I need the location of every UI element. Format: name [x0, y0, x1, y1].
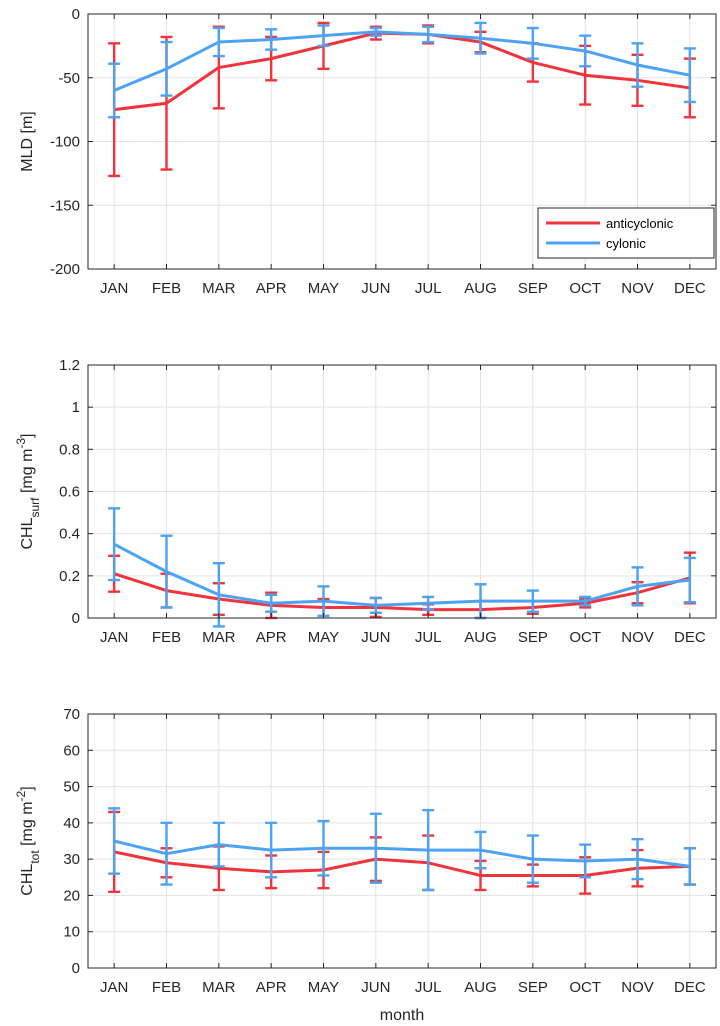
y-tick-label: 20: [63, 887, 80, 904]
x-tick-label: NOV: [621, 280, 654, 297]
y-tick-label: 70: [63, 706, 80, 723]
x-tick-label: JUL: [415, 979, 442, 996]
y-tick-label: 30: [63, 851, 80, 868]
y-tick-label: 0: [72, 6, 80, 23]
x-tick-label: MAY: [308, 280, 339, 297]
series-cylonic: [108, 21, 696, 119]
y-tick-label: -50: [58, 70, 80, 87]
x-tick-label: OCT: [569, 629, 601, 646]
x-tick-label: JUN: [361, 979, 390, 996]
x-tick-label: JUN: [361, 280, 390, 297]
series-cylonic: [108, 807, 696, 892]
x-tick-label: SEP: [518, 629, 548, 646]
y-tick-label: 1: [72, 399, 80, 416]
y-tick-label: 0.2: [59, 568, 80, 585]
x-tick-label: SEP: [518, 979, 548, 996]
series-line: [113, 839, 691, 868]
legend-entry: anticyclonic: [546, 216, 674, 231]
series-line: [113, 30, 691, 92]
y-tick-label: -200: [50, 261, 80, 278]
y-tick-label: 0.8: [59, 441, 80, 458]
x-tick-label: DEC: [674, 629, 706, 646]
y-tick-label: 0.6: [59, 484, 80, 501]
x-tick-label: JUL: [415, 629, 442, 646]
x-tick-label: AUG: [464, 280, 497, 297]
panel-1: JAN FEB MAR APR MAY JUN JUL AUG SEP OCT NOV DEC 0 -50…: [19, 6, 717, 297]
x-tick-label: MAY: [308, 629, 339, 646]
x-tick-label: FEB: [152, 280, 181, 297]
plot-area: [88, 714, 716, 968]
x-tick-label: MAY: [308, 979, 339, 996]
panel-3: JAN FEB MAR APR MAY JUN JUL AUG SEP OCT NOV DEC 0 10 2…: [14, 706, 717, 1024]
x-tick-label: FEB: [152, 629, 181, 646]
x-tick-label: APR: [256, 280, 287, 297]
x-tick-label: AUG: [464, 629, 497, 646]
series-line: [113, 850, 690, 877]
x-tick-label: DEC: [674, 979, 706, 996]
x-axis-label: month: [380, 1007, 424, 1024]
legend-entry: cylonic: [546, 236, 646, 251]
y-tick-label: -150: [50, 197, 80, 214]
x-tick-label: MAR: [202, 979, 236, 996]
panel-2: JAN FEB MAR APR MAY JUN JUL AUG SEP OCT NOV DEC 0 0.2…: [14, 357, 717, 646]
series-cylonic: [108, 507, 696, 628]
legend-label: anticyclonic: [606, 216, 674, 231]
legend: anticyclonic cylonic: [537, 207, 715, 259]
series-line: [113, 572, 691, 612]
y-tick-label: 0.4: [59, 526, 80, 543]
y-tick-label: 10: [63, 924, 80, 941]
y-tick-label: 0: [72, 960, 80, 977]
x-tick-label: NOV: [621, 979, 654, 996]
y-axis-label: CHLtot [mg m-2]: [14, 786, 42, 895]
x-tick-label: FEB: [152, 979, 181, 996]
x-tick-label: JAN: [100, 979, 128, 996]
x-tick-label: JAN: [100, 629, 128, 646]
x-tick-label: OCT: [569, 979, 601, 996]
x-tick-label: MAR: [202, 629, 236, 646]
x-tick-label: JAN: [100, 280, 128, 297]
x-tick-label: SEP: [518, 280, 548, 297]
y-axis-label: MLD [m]: [19, 111, 36, 171]
x-tick-label: APR: [256, 629, 287, 646]
x-tick-label: APR: [256, 979, 287, 996]
x-tick-label: NOV: [621, 629, 654, 646]
x-tick-label: JUL: [415, 280, 442, 297]
y-axis-label: CHLsurf [mg m-3]: [14, 433, 42, 549]
x-tick-label: JUN: [361, 629, 390, 646]
y-tick-label: 60: [63, 742, 80, 759]
x-tick-label: OCT: [569, 280, 601, 297]
x-tick-label: DEC: [674, 280, 706, 297]
x-tick-label: MAR: [202, 280, 236, 297]
series-line: [113, 542, 691, 607]
y-tick-label: 1.2: [59, 357, 80, 374]
legend-box: [537, 207, 715, 259]
y-tick-label: 0: [72, 610, 80, 627]
legend-label: cylonic: [606, 236, 646, 251]
y-tick-label: 40: [63, 815, 80, 832]
x-tick-label: AUG: [464, 979, 497, 996]
y-tick-label: -100: [50, 134, 80, 151]
axes-box: [87, 713, 717, 969]
y-tick-label: 50: [63, 779, 80, 796]
